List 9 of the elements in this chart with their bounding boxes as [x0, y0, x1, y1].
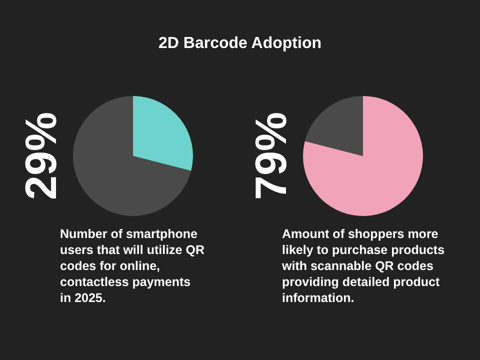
pie-slice	[303, 96, 423, 216]
pie-slice	[73, 96, 192, 216]
pie-slice	[133, 96, 193, 171]
text: Number of smartphone users that will utilize QR codes for online, contactless payments in 2025.	[60, 227, 204, 305]
text: 79%	[247, 112, 296, 200]
pie-slice	[304, 96, 363, 156]
text: 29%	[17, 112, 66, 200]
text: 2D Barcode Adoption	[158, 35, 322, 52]
text: Amount of shoppers more likely to purchase products with scannable QR codes providing detailed product information.	[281, 227, 445, 305]
